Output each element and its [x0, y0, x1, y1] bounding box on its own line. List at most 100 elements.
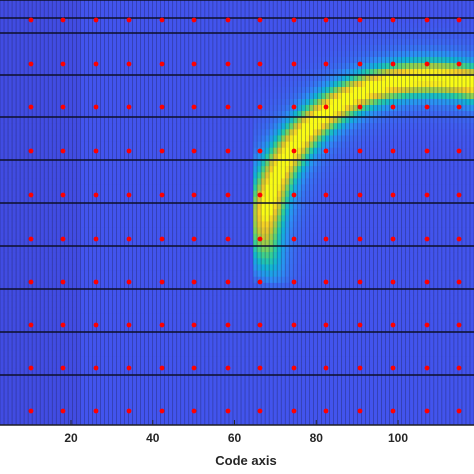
heatmap-cell [241, 28, 246, 34]
heatmap-cell [297, 209, 302, 216]
heatmap-cell [405, 51, 411, 58]
heatmap-cell [405, 209, 411, 216]
heatmap-cell [220, 51, 226, 58]
heatmap-cell [56, 45, 61, 52]
heatmap-cell [60, 12, 65, 19]
heatmap-cell [337, 233, 342, 241]
heatmap-cell [329, 75, 334, 82]
heatmap-cell [76, 215, 81, 222]
heatmap-cell [465, 69, 471, 76]
heatmap-cell [88, 57, 93, 64]
heatmap-cell [301, 81, 306, 88]
heatmap-cell [92, 160, 97, 167]
heatmap-cell [301, 28, 306, 34]
heatmap-cell [249, 227, 254, 235]
heatmap-cell [333, 69, 338, 76]
heatmap-cell [172, 190, 178, 198]
heatmap-cell [188, 105, 194, 112]
heatmap-cell [413, 111, 419, 118]
heatmap-cell [200, 81, 206, 88]
heatmap-cell [245, 69, 250, 76]
heatmap-cell [309, 111, 314, 118]
heatmap-cell [176, 69, 182, 76]
heatmap-cell [257, 203, 262, 210]
heatmap-cell [76, 75, 81, 82]
heatmap-cell [269, 221, 274, 228]
heatmap-cell [72, 28, 77, 34]
heatmap-cell [293, 39, 298, 46]
heatmap-cell [357, 33, 362, 40]
heatmap-cell [20, 178, 25, 185]
heatmap-cell [116, 196, 121, 204]
heatmap-cell [365, 93, 370, 100]
heatmap-cell [429, 160, 435, 167]
heatmap-cell [92, 45, 97, 52]
heatmap-cell [168, 28, 174, 34]
heatmap-cell [132, 215, 137, 222]
heatmap-cell [241, 87, 246, 94]
heatmap-cell [20, 93, 25, 100]
heatmap-cell [433, 87, 439, 94]
heatmap-cell [12, 18, 17, 24]
heatmap-cell [88, 233, 93, 241]
heatmap-cell [417, 227, 423, 235]
heatmap-cell [453, 51, 459, 58]
heatmap-cell [72, 23, 77, 29]
heatmap-cell [32, 282, 37, 290]
heatmap-cell [48, 33, 53, 40]
heatmap-cell [120, 45, 125, 52]
heatmap-cell [204, 166, 210, 173]
heatmap-cell [104, 123, 109, 130]
heatmap-cell [421, 12, 427, 19]
heatmap-cell [32, 184, 37, 192]
heatmap-cell [132, 28, 137, 34]
heatmap-cell [204, 93, 210, 100]
heatmap-cell [329, 233, 334, 241]
heatmap-cell [281, 81, 286, 88]
heatmap-cell [449, 178, 455, 185]
heatmap-cell [8, 147, 13, 155]
heatmap-cell [56, 39, 61, 46]
heatmap-cell [24, 33, 29, 40]
heatmap-cell [465, 190, 471, 198]
heatmap-cell [192, 209, 198, 216]
heatmap-cell [437, 190, 443, 198]
heatmap-cell [305, 87, 310, 94]
heatmap-cell [421, 93, 427, 100]
heatmap-cell [305, 184, 310, 192]
heatmap-cell [116, 141, 121, 149]
heatmap-cell [128, 51, 133, 58]
heatmap-cell [241, 190, 246, 198]
heatmap-cell [212, 75, 218, 82]
heatmap-cell [32, 172, 37, 179]
heatmap-cell [60, 141, 65, 149]
heatmap-cell [373, 117, 378, 124]
heatmap-cell [156, 87, 161, 94]
heatmap-cell [100, 0, 105, 7]
heatmap-cell [48, 233, 53, 241]
heatmap-cell [261, 39, 266, 46]
heatmap-cell [361, 172, 366, 179]
heatmap-cell [249, 57, 254, 64]
heatmap-cell [249, 172, 254, 179]
heatmap-cell [417, 141, 423, 149]
heatmap-cell [176, 105, 182, 112]
heatmap-cell [465, 160, 471, 167]
heatmap-cell [68, 276, 73, 284]
heatmap-cell [204, 209, 210, 216]
heatmap-cell [24, 246, 29, 253]
heatmap-cell [321, 153, 326, 161]
heatmap-cell [12, 87, 17, 94]
heatmap-cell [289, 87, 294, 94]
heatmap-cell [36, 51, 41, 58]
heatmap-cell [220, 6, 226, 13]
heatmap-cell [16, 111, 21, 118]
heatmap-cell [465, 215, 471, 222]
heatmap-cell [4, 147, 9, 155]
heatmap-cell [16, 264, 21, 271]
heatmap-cell [289, 123, 294, 130]
heatmap-cell [24, 141, 29, 149]
heatmap-cell [148, 209, 153, 216]
heatmap-cell [12, 129, 17, 136]
heatmap-cell [172, 233, 178, 241]
